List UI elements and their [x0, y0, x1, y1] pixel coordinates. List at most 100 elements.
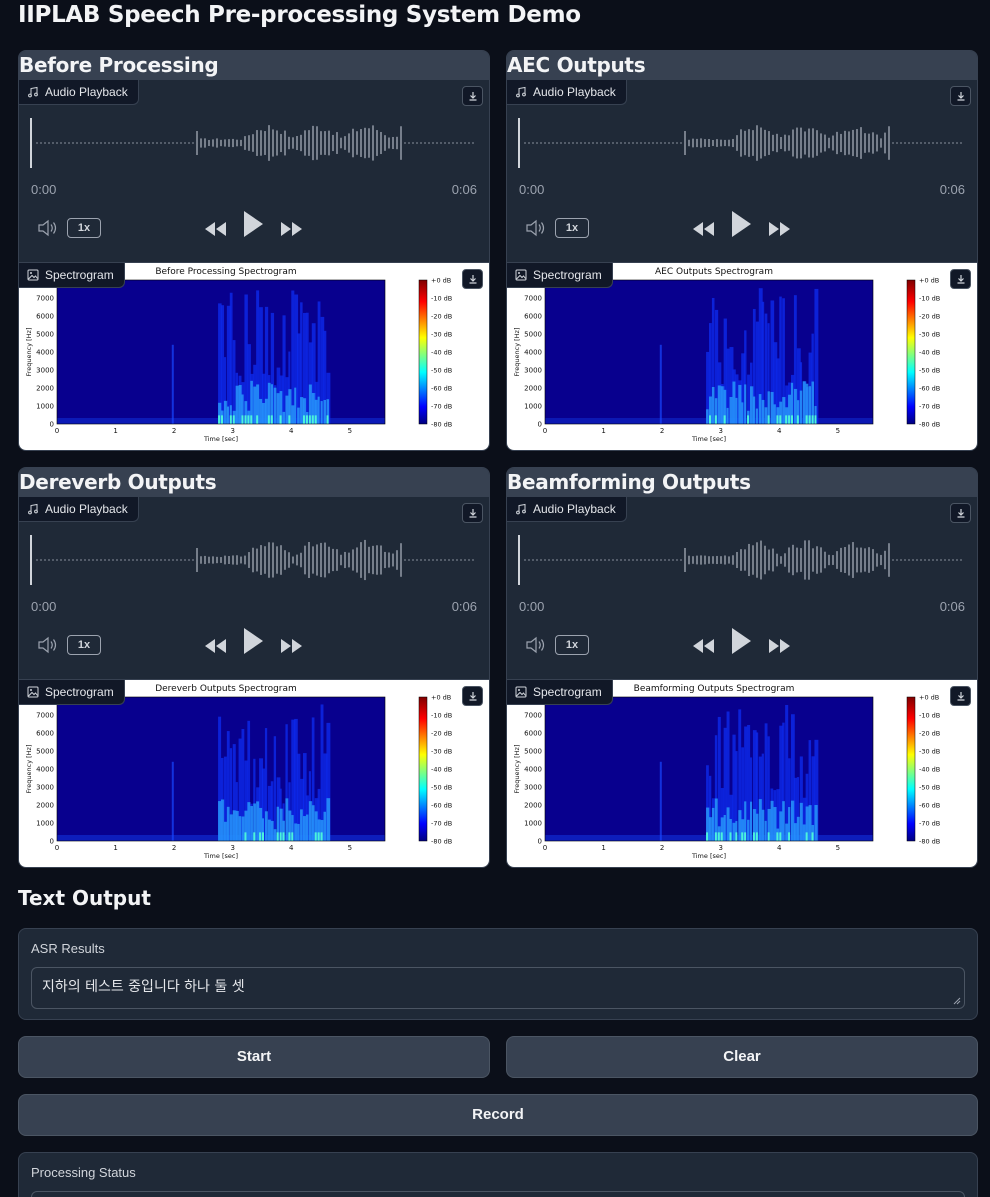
x-tick-label: 3 — [718, 844, 722, 852]
audio-player: Audio Playback 0:00 0:06 1x — [507, 497, 977, 679]
playback-rate-button[interactable]: 1x — [67, 635, 101, 655]
waveform[interactable] — [29, 116, 479, 170]
x-tick-label: 4 — [289, 844, 294, 852]
waveform[interactable] — [517, 533, 967, 587]
y-tick-label: 4000 — [36, 766, 54, 774]
colorbar-tick-label: +0 dB — [431, 694, 451, 702]
clear-button[interactable]: Clear — [506, 1036, 978, 1078]
colorbar-tick-label: -60 dB — [431, 802, 452, 810]
download-audio-button[interactable] — [462, 86, 483, 106]
x-tick-label: 4 — [289, 427, 294, 435]
panel-title: Dereverb Outputs — [19, 468, 489, 497]
download-spectrogram-button[interactable] — [462, 686, 483, 706]
time-duration: 0:06 — [939, 599, 965, 614]
colorbar-tick-label: -50 dB — [919, 367, 940, 375]
rewind-icon[interactable] — [691, 214, 717, 244]
y-tick-label: 7000 — [524, 712, 542, 720]
page-title: IIPLAB Speech Pre-processing System Demo — [18, 2, 581, 28]
output-panel: AEC Outputs Audio Playback 0:00 — [506, 50, 978, 451]
y-tick-label: 1000 — [36, 820, 54, 828]
y-tick-label: 3000 — [36, 367, 54, 375]
download-spectrogram-button[interactable] — [950, 686, 971, 706]
playback-rate-button[interactable]: 1x — [67, 218, 101, 238]
rewind-icon[interactable] — [691, 631, 717, 661]
colorbar-tick-label: -10 dB — [431, 295, 452, 303]
download-spectrogram-button[interactable] — [950, 269, 971, 289]
record-button[interactable]: Record — [18, 1094, 978, 1136]
volume-icon[interactable] — [525, 219, 547, 237]
asr-results-textarea[interactable]: 지하의 테스트 중입니다 하나 둘 셋 — [31, 967, 965, 1009]
volume-icon[interactable] — [525, 636, 547, 654]
y-tick-label: 4000 — [524, 766, 542, 774]
x-tick-label: 2 — [172, 427, 176, 435]
y-tick-label: 0 — [50, 421, 54, 429]
play-icon[interactable] — [729, 208, 753, 240]
volume-icon[interactable] — [37, 219, 59, 237]
colorbar-tick-label: +0 dB — [919, 277, 939, 285]
playback-rate-button[interactable]: 1x — [555, 218, 589, 238]
y-axis-label: Frequency [Hz] — [25, 744, 33, 793]
colorbar-tick-label: -20 dB — [431, 313, 452, 321]
audio-player: Audio Playback 0:00 0:06 1x — [19, 497, 489, 679]
download-icon — [469, 92, 477, 101]
resize-handle-icon[interactable] — [953, 997, 961, 1005]
spectrogram-title: Dereverb Outputs Spectrogram — [155, 684, 297, 694]
colorbar — [418, 696, 428, 842]
colorbar-tick-label: -80 dB — [919, 838, 940, 846]
spectrogram-label: Spectrogram — [507, 263, 613, 288]
fast-forward-icon[interactable] — [766, 214, 792, 244]
fast-forward-icon[interactable] — [278, 631, 304, 661]
x-tick-label: 0 — [55, 844, 59, 852]
fast-forward-icon[interactable] — [278, 214, 304, 244]
play-icon[interactable] — [241, 625, 265, 657]
play-icon[interactable] — [241, 208, 265, 240]
y-tick-label: 4000 — [524, 349, 542, 357]
rewind-icon[interactable] — [203, 214, 229, 244]
colorbar-tick-label: -10 dB — [919, 295, 940, 303]
colorbar-tick-label: -60 dB — [919, 385, 940, 393]
audio-player: Audio Playback 0:00 0:06 1x — [19, 80, 489, 262]
play-icon[interactable] — [729, 625, 753, 657]
colorbar — [906, 696, 916, 842]
waveform[interactable] — [29, 533, 479, 587]
time-current: 0:00 — [519, 599, 545, 614]
colorbar-tick-label: -50 dB — [431, 367, 452, 375]
processing-status-box: Processing Status — [18, 1152, 978, 1197]
x-tick-label: 2 — [660, 427, 664, 435]
start-button[interactable]: Start — [18, 1036, 490, 1078]
x-tick-label: 0 — [55, 427, 59, 435]
panel-title: Before Processing — [19, 51, 489, 80]
y-tick-label: 6000 — [36, 313, 54, 321]
y-tick-label: 5000 — [524, 748, 542, 756]
download-spectrogram-button[interactable] — [462, 269, 483, 289]
y-tick-label: 0 — [50, 838, 54, 846]
x-tick-label: 1 — [113, 844, 117, 852]
time-current: 0:00 — [31, 182, 57, 197]
audio-label-text: Audio Playback — [533, 85, 616, 99]
waveform[interactable] — [517, 116, 967, 170]
rewind-icon[interactable] — [203, 631, 229, 661]
playback-rate-button[interactable]: 1x — [555, 635, 589, 655]
colorbar-tick-label: -50 dB — [431, 784, 452, 792]
volume-icon[interactable] — [37, 636, 59, 654]
colorbar-tick-label: -40 dB — [431, 766, 452, 774]
y-tick-label: 3000 — [524, 367, 542, 375]
y-tick-label: 2000 — [36, 385, 54, 393]
download-audio-button[interactable] — [462, 503, 483, 523]
colorbar-tick-label: -50 dB — [919, 784, 940, 792]
download-icon — [957, 692, 965, 701]
colorbar-tick-label: -70 dB — [431, 820, 452, 828]
audio-playback-label: Audio Playback — [19, 80, 139, 105]
image-icon — [515, 269, 527, 281]
x-tick-label: 1 — [601, 427, 605, 435]
colorbar-tick-label: -20 dB — [919, 313, 940, 321]
download-audio-button[interactable] — [950, 86, 971, 106]
spectrogram-title: AEC Outputs Spectrogram — [655, 267, 773, 277]
fast-forward-icon[interactable] — [766, 631, 792, 661]
processing-status-field[interactable] — [31, 1191, 965, 1197]
x-axis-label: Time [sec] — [203, 435, 238, 443]
y-tick-label: 7000 — [36, 712, 54, 720]
download-audio-button[interactable] — [950, 503, 971, 523]
spectrogram-title: Beamforming Outputs Spectrogram — [633, 684, 795, 694]
x-tick-label: 5 — [348, 844, 352, 852]
